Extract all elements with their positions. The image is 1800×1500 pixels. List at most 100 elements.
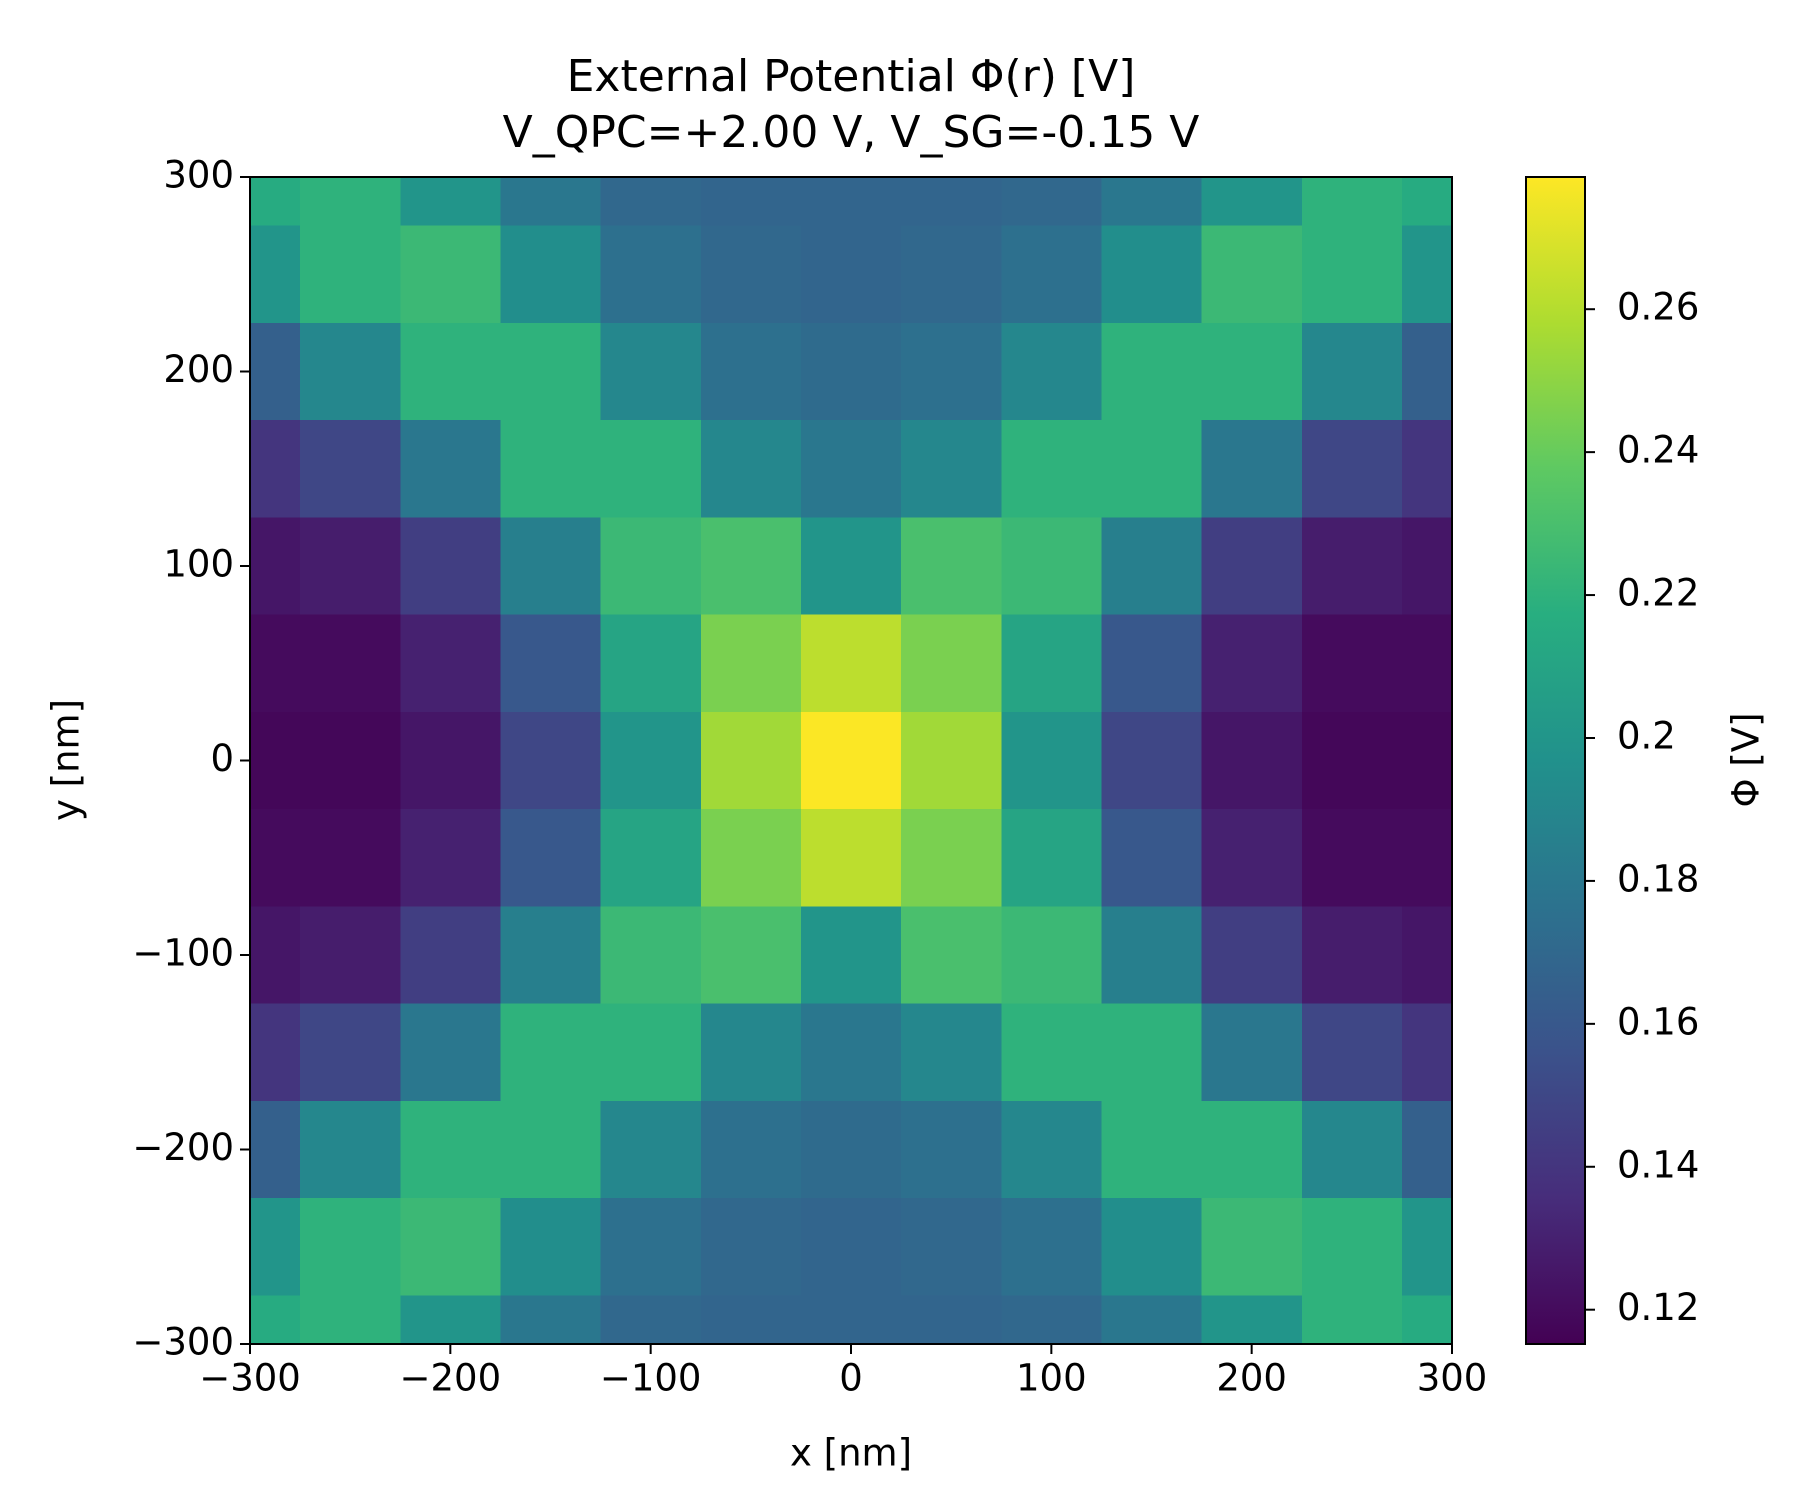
heatmap-cell (500, 711, 602, 810)
heatmap-cell (250, 809, 301, 907)
colorbar-tick-label: 0.2 (1617, 714, 1676, 757)
heatmap-cell (300, 809, 401, 907)
heatmap-cell (600, 614, 702, 713)
heatmap-cell (250, 711, 301, 810)
heatmap-cell (500, 177, 602, 227)
heatmap-cell (400, 1100, 502, 1199)
y-tick-label: 300 (163, 154, 234, 197)
heatmap-cell (1201, 1100, 1303, 1199)
heatmap-cell (1101, 177, 1203, 227)
heatmap-cell (600, 809, 702, 907)
heatmap-cell (250, 322, 301, 421)
heatmap-cell (500, 1295, 602, 1344)
heatmap-cell (400, 906, 502, 1005)
heatmap-cell (700, 177, 802, 227)
heatmap-cell (1001, 1295, 1103, 1344)
y-tick-label: −300 (132, 1321, 234, 1364)
y-tick-label: 0 (210, 737, 234, 780)
x-tick-label: −100 (600, 1357, 702, 1400)
heatmap-cell (1201, 420, 1303, 518)
heatmap-cell (700, 420, 802, 518)
heatmap-cell (901, 711, 1002, 810)
heatmap-cell (1101, 420, 1203, 518)
colorbar-tick-label: 0.18 (1617, 857, 1699, 900)
heatmap-cell (300, 1100, 401, 1199)
y-tick-label: −100 (132, 932, 234, 975)
colorbar-tick-label: 0.22 (1617, 572, 1699, 615)
heatmap-cell (1201, 711, 1303, 810)
heatmap-cell (300, 1198, 401, 1296)
heatmap-cell (400, 1198, 502, 1296)
heatmap-cell (500, 1198, 602, 1296)
heatmap-cell (400, 1003, 502, 1102)
heatmap-cell (800, 809, 902, 907)
heatmap-cell (250, 517, 301, 616)
heatmap-cell (1301, 1003, 1403, 1102)
heatmap-cell (500, 809, 602, 907)
heatmap-cell (800, 177, 902, 227)
heatmap-cell (1201, 177, 1303, 227)
heatmap-cell (500, 517, 602, 616)
heatmap-cell (300, 1295, 401, 1344)
heatmap-cell (800, 1198, 902, 1296)
heatmap-cell (1201, 1003, 1303, 1102)
heatmap-cell (901, 1198, 1002, 1296)
heatmap-cell (1201, 225, 1303, 324)
heatmap-cell (250, 1003, 301, 1102)
heatmap-cell (901, 225, 1002, 324)
heatmap-cell (400, 225, 502, 324)
colorbar-tick-label: 0.14 (1617, 1143, 1699, 1186)
heatmap-cell (1401, 1198, 1452, 1296)
x-axis-label: x [nm] (790, 1432, 912, 1475)
heatmap-cell (700, 1100, 802, 1199)
heatmap-cell (500, 322, 602, 421)
heatmap-cell (250, 1295, 301, 1344)
heatmap-cell (800, 322, 902, 421)
heatmap-cell (1101, 1295, 1203, 1344)
heatmap-cell (1301, 1198, 1403, 1296)
heatmap-cell (1001, 906, 1103, 1005)
heatmap-cell (1001, 225, 1103, 324)
heatmap-cell (1001, 420, 1103, 518)
heatmap-cell (600, 1100, 702, 1199)
heatmap-cell (700, 1003, 802, 1102)
heatmap-cell (700, 809, 802, 907)
x-tick-label: 100 (1016, 1357, 1087, 1400)
chart-subtitle: V_QPC=+2.00 V, V_SG=-0.15 V (503, 107, 1200, 158)
heatmap-cell (1201, 1295, 1303, 1344)
heatmap-cell (1001, 177, 1103, 227)
heatmap-cell (300, 322, 401, 421)
heatmap-cell (1101, 614, 1203, 713)
heatmap-cell (1401, 1100, 1452, 1199)
x-tick-label: 0 (839, 1357, 863, 1400)
heatmap-cell (300, 614, 401, 713)
heatmap-cell (1101, 517, 1203, 616)
heatmap-cell (1001, 1003, 1103, 1102)
heatmap-cell (700, 517, 802, 616)
heatmap-cell (800, 614, 902, 713)
heatmap-cell (1001, 614, 1103, 713)
heatmap-cell (300, 517, 401, 616)
colorbar-tick-label: 0.12 (1617, 1286, 1699, 1329)
heatmap-cell (250, 906, 301, 1005)
heatmap-cell (250, 1198, 301, 1296)
heatmap-cell (1301, 906, 1403, 1005)
heatmap-cell (1301, 177, 1403, 227)
heatmap-cell (901, 420, 1002, 518)
heatmap-cell (1001, 809, 1103, 907)
heatmap-cell (500, 906, 602, 1005)
heatmap-cell (1301, 711, 1403, 810)
heatmap-cell (1201, 517, 1303, 616)
heatmap-cell (901, 517, 1002, 616)
colorbar (1525, 176, 1586, 1345)
heatmap-cell (1301, 614, 1403, 713)
heatmap-cell (700, 614, 802, 713)
heatmap-cell (800, 906, 902, 1005)
heatmap-cell (1401, 614, 1452, 713)
heatmap-cell (700, 322, 802, 421)
heatmap-cell (600, 1003, 702, 1102)
heatmap-cell (901, 177, 1002, 227)
heatmap-cell (1301, 420, 1403, 518)
heatmap-cell (1401, 1295, 1452, 1344)
